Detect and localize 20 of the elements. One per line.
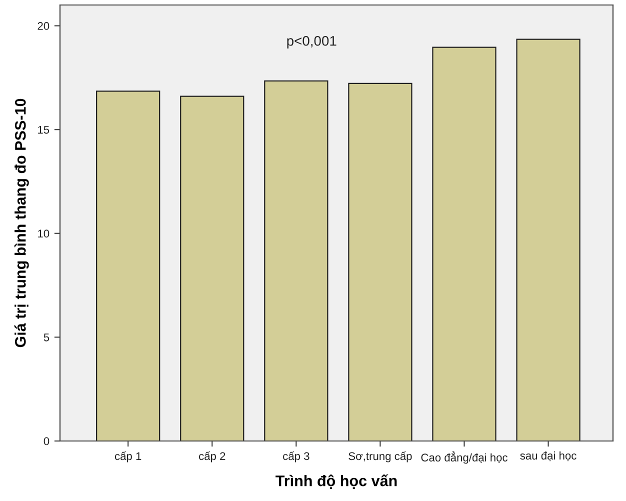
bar [348, 82, 412, 441]
x-tick-label: Sơ,trung cấp [348, 451, 412, 462]
bar [180, 96, 244, 441]
y-tick-label: 20 [38, 22, 50, 30]
x-axis-title: Trình độ học vấn [276, 474, 397, 489]
bar [264, 80, 328, 441]
annotation: p<0,001 [287, 36, 336, 49]
bar [96, 90, 160, 441]
x-tick-label: Cao đẳng/đại học [421, 451, 508, 464]
y-tick-label: 0 [44, 437, 50, 446]
bar [432, 46, 496, 441]
bar [516, 38, 580, 441]
y-axis-title: Giá trị trung bình thang đo PSS-10 [14, 98, 29, 348]
x-tick-label: cấp 2 [199, 451, 226, 462]
y-tick-label: 5 [44, 334, 50, 342]
x-tick-label: cấp 3 [283, 451, 310, 462]
y-tick-label: 15 [38, 126, 50, 134]
x-tick-label: sau đại học [520, 451, 576, 462]
x-tick-label: cấp 1 [114, 451, 142, 462]
y-tick-label: 10 [38, 230, 50, 238]
